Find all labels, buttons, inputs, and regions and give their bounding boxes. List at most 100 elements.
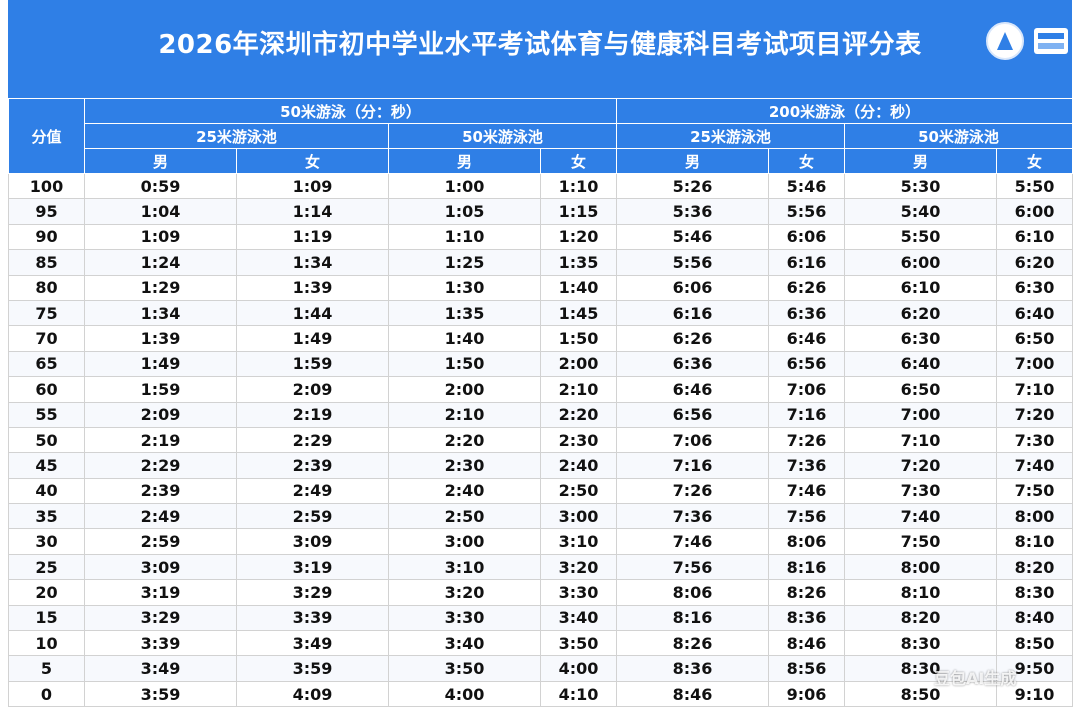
cell-swim200-pool50-female: 8:30 [996, 579, 1073, 606]
ai-watermark: 豆包AI生成 [934, 669, 1017, 688]
table-row: 65 1:49 1:59 1:50 2:00 6:36 6:56 6:40 7:00 [8, 350, 1073, 378]
cell-swim50-pool50-male: 1:10 [388, 223, 541, 251]
cell-swim200-pool50-female: 7:30 [996, 426, 1073, 454]
cell-swim50-pool50-male: 3:20 [388, 579, 541, 606]
cell-score: 55 [8, 401, 85, 428]
table-row: 95 1:04 1:14 1:05 1:15 5:36 5:56 5:40 6:00 [8, 198, 1073, 225]
cell-swim50-pool50-female: 3:00 [540, 503, 617, 530]
cell-swim50-pool50-male: 2:50 [388, 503, 541, 530]
header-50m-swim: 50米游泳（分：秒） [84, 98, 617, 124]
cell-swim200-pool25-male: 5:56 [616, 249, 769, 276]
cell-score: 60 [8, 376, 85, 403]
header-200m-swim: 200米游泳（分：秒） [616, 98, 1073, 124]
cell-score: 85 [8, 249, 85, 276]
header-female: 女 [540, 148, 617, 174]
table-body: 100 0:59 1:09 1:00 1:10 5:26 5:46 5:30 5:50 95 1:0… [8, 172, 1073, 708]
cell-swim200-pool50-male: 8:00 [844, 553, 997, 581]
cell-score: 50 [8, 426, 85, 454]
table-row: 25 3:09 3:19 3:10 3:20 7:56 8:16 8:00 8:20 [8, 553, 1073, 581]
cell-swim200-pool25-female: 8:46 [768, 630, 845, 657]
cell-swim200-pool25-female: 8:16 [768, 553, 845, 581]
header-male: 男 [388, 148, 541, 174]
cell-swim50-pool50-female: 2:40 [540, 452, 617, 479]
table-row: 45 2:29 2:39 2:30 2:40 7:16 7:36 7:20 7:40 [8, 452, 1073, 479]
cell-score: 95 [8, 198, 85, 225]
cell-swim50-pool25-female: 3:09 [236, 528, 389, 555]
cell-score: 10 [8, 630, 85, 657]
cell-swim50-pool50-female: 1:20 [540, 223, 617, 251]
cell-swim50-pool50-female: 1:10 [540, 172, 617, 200]
header-female: 女 [768, 148, 845, 174]
table-row: 20 3:19 3:29 3:20 3:30 8:06 8:26 8:10 8:30 [8, 579, 1073, 606]
table-row: 85 1:24 1:34 1:25 1:35 5:56 6:16 6:00 6:20 [8, 249, 1073, 276]
table-row: 60 1:59 2:09 2:00 2:10 6:46 7:06 6:50 7:10 [8, 376, 1073, 403]
cell-swim200-pool50-male: 6:40 [844, 350, 997, 378]
cell-swim50-pool25-female: 2:19 [236, 401, 389, 428]
cell-swim200-pool25-female: 8:26 [768, 579, 845, 606]
cell-score: 30 [8, 528, 85, 555]
cell-swim200-pool50-female: 9:50 [996, 655, 1073, 682]
header-male: 男 [616, 148, 769, 174]
cell-swim50-pool25-male: 1:59 [84, 376, 237, 403]
cell-swim200-pool25-female: 6:36 [768, 299, 845, 327]
cell-score: 45 [8, 452, 85, 479]
table-row: 0 3:59 4:09 4:00 4:10 8:46 9:06 8:50 9:10 [8, 680, 1073, 708]
cell-swim200-pool50-male: 7:50 [844, 528, 997, 555]
cell-swim50-pool50-male: 2:00 [388, 376, 541, 403]
cell-swim200-pool50-female: 6:20 [996, 249, 1073, 276]
cell-swim50-pool50-male: 3:40 [388, 630, 541, 657]
cell-swim200-pool25-female: 7:16 [768, 401, 845, 428]
cell-swim200-pool25-female: 5:56 [768, 198, 845, 225]
cell-swim50-pool25-female: 2:39 [236, 452, 389, 479]
cell-swim200-pool50-female: 8:00 [996, 503, 1073, 530]
cell-swim50-pool25-male: 2:59 [84, 528, 237, 555]
cell-swim200-pool25-female: 8:06 [768, 528, 845, 555]
cell-swim200-pool50-male: 5:30 [844, 172, 997, 200]
cell-swim200-pool50-female: 9:10 [996, 680, 1073, 708]
cell-swim50-pool50-female: 3:40 [540, 604, 617, 632]
cell-swim50-pool25-male: 3:29 [84, 604, 237, 632]
cell-swim200-pool50-female: 6:00 [996, 198, 1073, 225]
cell-score: 25 [8, 553, 85, 581]
cell-swim50-pool50-male: 1:00 [388, 172, 541, 200]
cell-swim50-pool25-female: 1:34 [236, 249, 389, 276]
cell-swim50-pool25-male: 0:59 [84, 172, 237, 200]
cell-swim200-pool25-female: 7:46 [768, 477, 845, 505]
cell-swim50-pool50-female: 4:00 [540, 655, 617, 682]
cell-swim200-pool50-female: 7:40 [996, 452, 1073, 479]
cell-swim200-pool50-male: 8:10 [844, 579, 997, 606]
table-row: 70 1:39 1:49 1:40 1:50 6:26 6:46 6:30 6:50 [8, 325, 1073, 352]
header-score: 分值 [8, 98, 85, 174]
cell-swim200-pool50-female: 5:50 [996, 172, 1073, 200]
cell-swim50-pool25-male: 3:59 [84, 680, 237, 708]
cell-swim200-pool50-male: 7:10 [844, 426, 997, 454]
table-row: 35 2:49 2:59 2:50 3:00 7:36 7:56 7:40 8:00 [8, 503, 1073, 530]
cell-score: 40 [8, 477, 85, 505]
cell-swim200-pool25-male: 5:36 [616, 198, 769, 225]
cell-swim200-pool25-female: 6:26 [768, 274, 845, 301]
cell-swim50-pool50-female: 2:30 [540, 426, 617, 454]
cell-swim200-pool50-male: 7:30 [844, 477, 997, 505]
cell-swim50-pool50-male: 4:00 [388, 680, 541, 708]
cell-swim200-pool25-male: 8:46 [616, 680, 769, 708]
cell-swim200-pool25-female: 6:16 [768, 249, 845, 276]
cell-swim50-pool50-male: 1:30 [388, 274, 541, 301]
table-row: 5 3:49 3:59 3:50 4:00 8:36 8:56 8:30 9:50 [8, 655, 1073, 682]
cell-swim50-pool25-female: 1:14 [236, 198, 389, 225]
header-50m-pool-50: 50米游泳池 [388, 123, 617, 149]
cell-score: 80 [8, 274, 85, 301]
cell-swim50-pool50-male: 1:25 [388, 249, 541, 276]
cell-swim200-pool25-male: 5:46 [616, 223, 769, 251]
cell-score: 90 [8, 223, 85, 251]
cell-swim50-pool25-female: 3:39 [236, 604, 389, 632]
cell-swim200-pool25-male: 7:56 [616, 553, 769, 581]
table-row: 10 3:39 3:49 3:40 3:50 8:26 8:46 8:30 8:50 [8, 630, 1073, 657]
cell-swim50-pool50-male: 1:40 [388, 325, 541, 352]
cell-swim50-pool25-male: 3:09 [84, 553, 237, 581]
cell-score: 75 [8, 299, 85, 327]
cell-swim50-pool50-female: 1:35 [540, 249, 617, 276]
cell-swim200-pool50-female: 8:40 [996, 604, 1073, 632]
cell-swim200-pool25-female: 7:36 [768, 452, 845, 479]
cell-swim200-pool25-male: 8:26 [616, 630, 769, 657]
cell-swim200-pool50-female: 6:30 [996, 274, 1073, 301]
